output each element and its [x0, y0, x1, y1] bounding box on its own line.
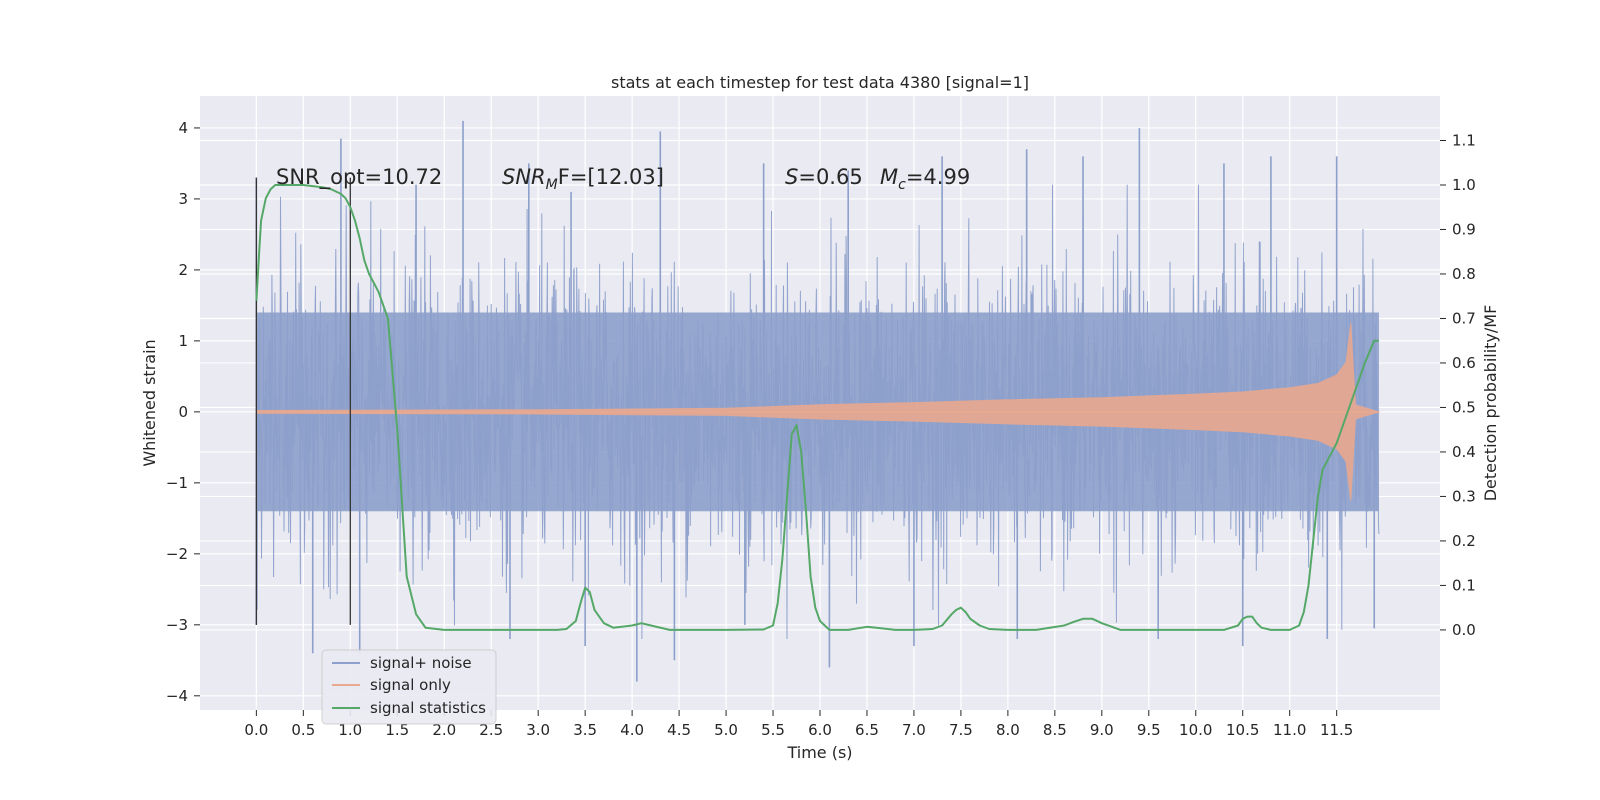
- x-tick-label: 9.0: [1090, 721, 1114, 739]
- x-tick-label: 4.5: [667, 721, 691, 739]
- left-y-tick-label: 1: [178, 332, 188, 350]
- signal-statistics-series: [255, 184, 1379, 631]
- right-y-tick-label: 1.1: [1452, 131, 1476, 149]
- x-tick-label: 8.0: [996, 721, 1020, 739]
- snr-mf-annotation: SNRMF=[12.03]: [502, 165, 664, 193]
- x-axis-label: Time (s): [786, 743, 852, 762]
- signal-only-series: [255, 323, 1381, 501]
- left-y-tick-label: 2: [178, 261, 188, 279]
- signal-statistics-line: [255, 184, 1379, 631]
- left-y-tick-label: 3: [178, 190, 188, 208]
- right-y-tick-label: 0.8: [1452, 265, 1476, 283]
- legend-label-signal-statistics: signal statistics: [370, 699, 486, 717]
- mc-annotation: Mc=4.99: [880, 165, 970, 193]
- left-y-tick-label: −3: [166, 616, 188, 634]
- x-tick-label: 5.0: [714, 721, 738, 739]
- left-y-tick-label: 0: [178, 403, 188, 421]
- s-annotation: S=0.65: [785, 165, 863, 189]
- right-y-tick-label: 0.6: [1452, 354, 1476, 372]
- snr-mf-rest: F=[12.03]: [558, 165, 664, 189]
- legend-label-signal-noise: signal+ noise: [370, 654, 472, 672]
- left-y-tick-label: −2: [166, 545, 188, 563]
- right-y-tick-label: 0.1: [1452, 576, 1476, 594]
- right-y-tick-label: 1.0: [1452, 176, 1476, 194]
- mc-subscript: c: [898, 177, 906, 193]
- legend-box: [321, 649, 497, 725]
- left-y-tick-label: −4: [166, 687, 188, 705]
- x-tick-label: 1.5: [385, 721, 409, 739]
- right-y-tick-label: 0.3: [1452, 487, 1476, 505]
- x-tick-label: 2.5: [479, 721, 503, 739]
- x-tick-label: 7.5: [949, 721, 973, 739]
- x-tick-label: 11.5: [1320, 721, 1353, 739]
- x-tick-label: 3.5: [573, 721, 597, 739]
- x-tick-label: 9.5: [1137, 721, 1161, 739]
- x-axis-ticks: 0.0 0.5 1.0 1.5 2.0 2.5 3.0 3.5 4.0 4.5 5.0 5.5 6.0 6…: [244, 710, 1353, 739]
- x-tick-label: 11.0: [1273, 721, 1306, 739]
- right-y-tick-label: 0.0: [1452, 621, 1476, 639]
- s-value: =0.65: [798, 165, 862, 189]
- left-y-tick-label: −1: [166, 474, 188, 492]
- right-y-tick-label: 0.7: [1452, 309, 1476, 327]
- x-tick-label: 3.0: [526, 721, 550, 739]
- x-tick-label: 0.5: [291, 721, 315, 739]
- right-y-tick-label: 0.5: [1452, 398, 1476, 416]
- chart-title: stats at each timestep for test data 438…: [611, 73, 1029, 92]
- right-y-axis-ticks: 0.0 0.1 0.2 0.3 0.4 0.5 0.6 0.7 0.8 0.9 1.0 1.1: [1440, 131, 1476, 639]
- x-tick-label: 0.0: [244, 721, 268, 739]
- legend-label-signal-only: signal only: [370, 676, 451, 694]
- snr-mf-subscript: M: [546, 177, 558, 193]
- x-tick-label: 10.5: [1226, 721, 1259, 739]
- mc-base: M: [880, 165, 898, 189]
- right-y-tick-label: 0.4: [1452, 443, 1476, 461]
- x-tick-label: 4.0: [620, 721, 644, 739]
- right-y-tick-label: 0.2: [1452, 532, 1476, 550]
- x-tick-label: 6.0: [808, 721, 832, 739]
- left-y-axis-label: Whitened strain: [140, 339, 159, 466]
- s-label: S: [785, 165, 798, 189]
- right-y-tick-label: 0.9: [1452, 220, 1476, 238]
- mc-value: =4.99: [906, 165, 970, 189]
- x-tick-label: 10.0: [1179, 721, 1212, 739]
- x-tick-label: 8.5: [1043, 721, 1067, 739]
- x-tick-label: 2.0: [432, 721, 456, 739]
- left-y-tick-label: 4: [178, 119, 188, 137]
- legend: signal+ noise signal only signal statist…: [321, 649, 497, 725]
- x-tick-label: 6.5: [855, 721, 879, 739]
- x-tick-label: 1.0: [338, 721, 362, 739]
- vertical-markers: [255, 177, 351, 625]
- left-y-axis-ticks: −4 −3 −2 −1 0 1 2 3 4: [166, 119, 200, 705]
- x-tick-label: 5.5: [761, 721, 785, 739]
- snr-mf-base: SNR: [502, 165, 546, 189]
- x-tick-label: 7.0: [902, 721, 926, 739]
- right-y-axis-label: Detection probability/MF: [1481, 305, 1500, 502]
- snr-opt-annotation: SNR_opt=10.72: [276, 165, 442, 190]
- annotations: SNR_opt=10.72 SNRMF=[12.03] S=0.65 Mc=4.…: [276, 165, 970, 193]
